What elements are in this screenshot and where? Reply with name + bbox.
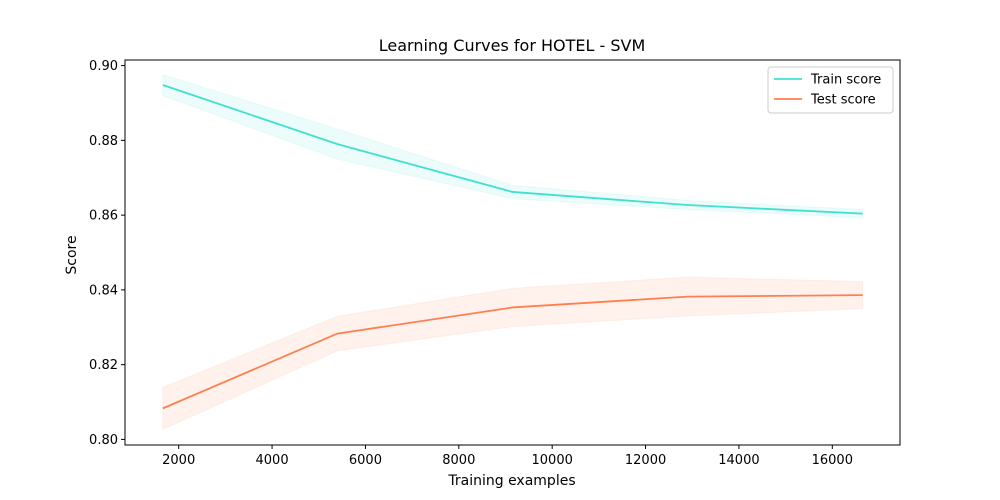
x-axis-ticks: 2000 4000 6000 8000 10000 12000 14000 16000 bbox=[162, 445, 853, 468]
line-series-0 bbox=[162, 84, 863, 215]
plot-area-frame bbox=[124, 59, 901, 446]
band-series-1 bbox=[162, 276, 864, 431]
line-series-1 bbox=[162, 294, 863, 410]
x-axis-label: Training examples bbox=[447, 473, 575, 489]
y-tick-label: 0.80 bbox=[89, 433, 118, 448]
y-tick-label: 0.82 bbox=[89, 358, 118, 373]
x-tick-label: 2000 bbox=[162, 453, 195, 468]
x-tick-label: 16000 bbox=[812, 453, 853, 468]
y-axis-ticks: 0.80 0.82 0.84 0.86 0.88 0.90 bbox=[89, 59, 125, 448]
y-tick-label: 0.90 bbox=[89, 59, 118, 74]
legend: Train score Test score bbox=[767, 66, 894, 114]
x-tick-label: 4000 bbox=[256, 453, 289, 468]
x-tick-label: 14000 bbox=[718, 453, 759, 468]
series-lines bbox=[162, 84, 863, 410]
y-tick-label: 0.88 bbox=[89, 134, 118, 149]
chart-title: Learning Curves for HOTEL - SVM bbox=[379, 36, 646, 55]
legend-label-1: Test score bbox=[810, 93, 876, 108]
x-tick-label: 8000 bbox=[442, 453, 475, 468]
x-tick-label: 10000 bbox=[532, 453, 573, 468]
confidence-bands bbox=[162, 73, 864, 431]
y-axis-label: Score bbox=[64, 235, 80, 274]
band-series-0 bbox=[162, 73, 864, 219]
y-tick-label: 0.86 bbox=[89, 209, 118, 224]
y-tick-label: 0.84 bbox=[89, 283, 118, 298]
x-tick-label: 6000 bbox=[349, 453, 382, 468]
x-tick-label: 12000 bbox=[625, 453, 666, 468]
legend-label-0: Train score bbox=[810, 73, 881, 88]
